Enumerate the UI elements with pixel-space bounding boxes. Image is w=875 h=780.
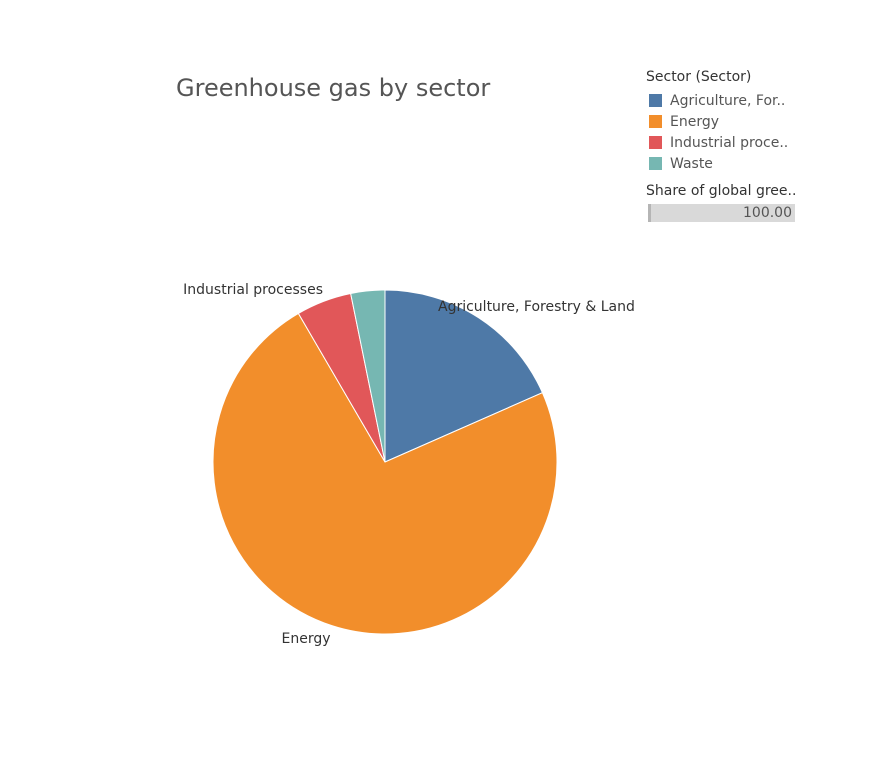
color-legend: Sector (Sector) Agriculture, For.. Energ… xyxy=(646,69,846,174)
legend-swatch xyxy=(649,94,662,107)
slice-label-agriculture: Agriculture, Forestry & Land xyxy=(438,299,635,315)
legend-item-agriculture[interactable]: Agriculture, For.. xyxy=(646,90,846,111)
pie-slice-agriculture[interactable] xyxy=(384,289,544,463)
legend-item-waste[interactable]: Waste xyxy=(646,153,846,174)
share-value: 100.00 xyxy=(743,205,792,221)
share-size-legend: 100.00 xyxy=(648,204,795,222)
legend-swatch xyxy=(649,157,662,170)
legend-item-label: Waste xyxy=(670,155,713,172)
legend-swatch xyxy=(649,136,662,149)
legend-title: Sector (Sector) xyxy=(646,69,752,85)
legend-item-label: Energy xyxy=(670,113,720,130)
legend-swatch xyxy=(649,115,662,128)
chart-title: Greenhouse gas by sector xyxy=(176,74,491,102)
legend-item-label: Agriculture, For.. xyxy=(670,92,786,109)
legend-item-industrial[interactable]: Industrial proce.. xyxy=(646,132,846,153)
slice-label-industrial: Industrial processes xyxy=(183,282,323,298)
share-legend-title: Share of global gree.. xyxy=(646,183,797,199)
pie-slice-energy[interactable] xyxy=(212,312,558,635)
slice-label-energy: Energy xyxy=(281,631,330,647)
legend-item-label: Industrial proce.. xyxy=(670,134,789,151)
pie-slice-waste[interactable] xyxy=(350,289,386,463)
legend-item-energy[interactable]: Energy xyxy=(646,111,846,132)
